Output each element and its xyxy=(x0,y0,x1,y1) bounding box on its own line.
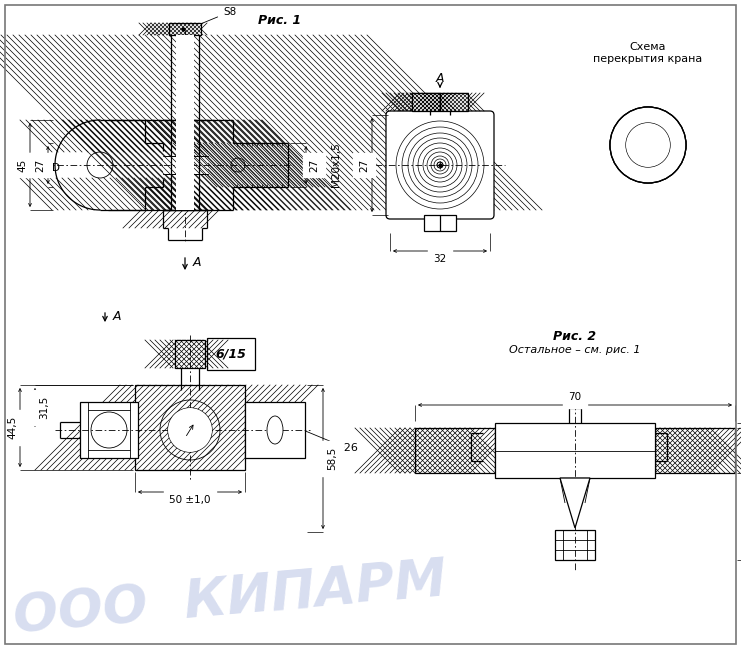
Text: ООО  КИПАРМ: ООО КИПАРМ xyxy=(11,555,449,645)
Bar xyxy=(208,120,233,143)
Bar xyxy=(245,402,305,458)
Bar xyxy=(163,156,208,174)
Text: M20x1,5: M20x1,5 xyxy=(331,143,341,188)
Bar xyxy=(169,23,201,35)
Bar xyxy=(440,93,468,111)
Circle shape xyxy=(626,123,670,167)
Bar xyxy=(176,35,194,210)
Text: 27: 27 xyxy=(359,158,369,171)
Bar xyxy=(100,120,145,152)
Bar xyxy=(495,423,655,478)
Text: Рис. 1: Рис. 1 xyxy=(259,14,302,27)
Text: A: A xyxy=(436,72,445,85)
Circle shape xyxy=(643,140,653,150)
Text: 45: 45 xyxy=(17,158,27,171)
Bar xyxy=(207,338,255,370)
Circle shape xyxy=(610,107,686,183)
Bar xyxy=(666,140,669,150)
Bar xyxy=(655,428,735,473)
Circle shape xyxy=(626,123,670,167)
Text: 6/15: 6/15 xyxy=(216,347,247,360)
Text: 32: 32 xyxy=(433,254,447,264)
Text: A: A xyxy=(193,256,202,269)
Circle shape xyxy=(168,408,212,452)
Text: D: D xyxy=(52,163,60,173)
Bar xyxy=(80,402,138,458)
Text: A: A xyxy=(113,310,122,323)
Bar xyxy=(175,340,205,368)
Text: 27: 27 xyxy=(35,158,45,171)
Bar xyxy=(415,428,495,473)
Bar xyxy=(424,215,456,231)
Text: 50 ±1,0: 50 ±1,0 xyxy=(169,495,210,505)
Text: 44,5: 44,5 xyxy=(7,416,17,439)
Ellipse shape xyxy=(267,416,283,444)
Bar xyxy=(135,385,245,470)
Bar xyxy=(643,124,653,127)
Bar xyxy=(135,385,245,470)
FancyBboxPatch shape xyxy=(386,111,494,219)
Bar xyxy=(233,143,288,187)
Bar xyxy=(627,140,630,150)
Text: Ø26: Ø26 xyxy=(305,431,358,453)
Bar xyxy=(163,120,208,210)
Bar xyxy=(171,35,199,210)
Text: 27: 27 xyxy=(309,158,319,171)
Text: 31,5: 31,5 xyxy=(39,396,49,419)
Bar xyxy=(415,428,495,473)
Bar xyxy=(208,187,233,210)
Text: Остальное – см. рис. 1: Остальное – см. рис. 1 xyxy=(509,345,641,355)
Bar xyxy=(555,530,595,560)
Text: Рис. 2: Рис. 2 xyxy=(554,330,597,343)
Polygon shape xyxy=(560,478,590,528)
Bar xyxy=(412,93,440,111)
Bar xyxy=(163,210,207,228)
Bar xyxy=(412,93,440,111)
Text: 70: 70 xyxy=(568,392,582,402)
Bar xyxy=(169,23,201,35)
Bar xyxy=(655,428,735,473)
Text: S8: S8 xyxy=(201,7,236,24)
Bar xyxy=(440,93,468,111)
Text: 58,5: 58,5 xyxy=(327,447,337,470)
Text: Схема
перекрытия крана: Схема перекрытия крана xyxy=(594,42,702,64)
Bar xyxy=(100,178,145,210)
Bar xyxy=(175,340,205,368)
